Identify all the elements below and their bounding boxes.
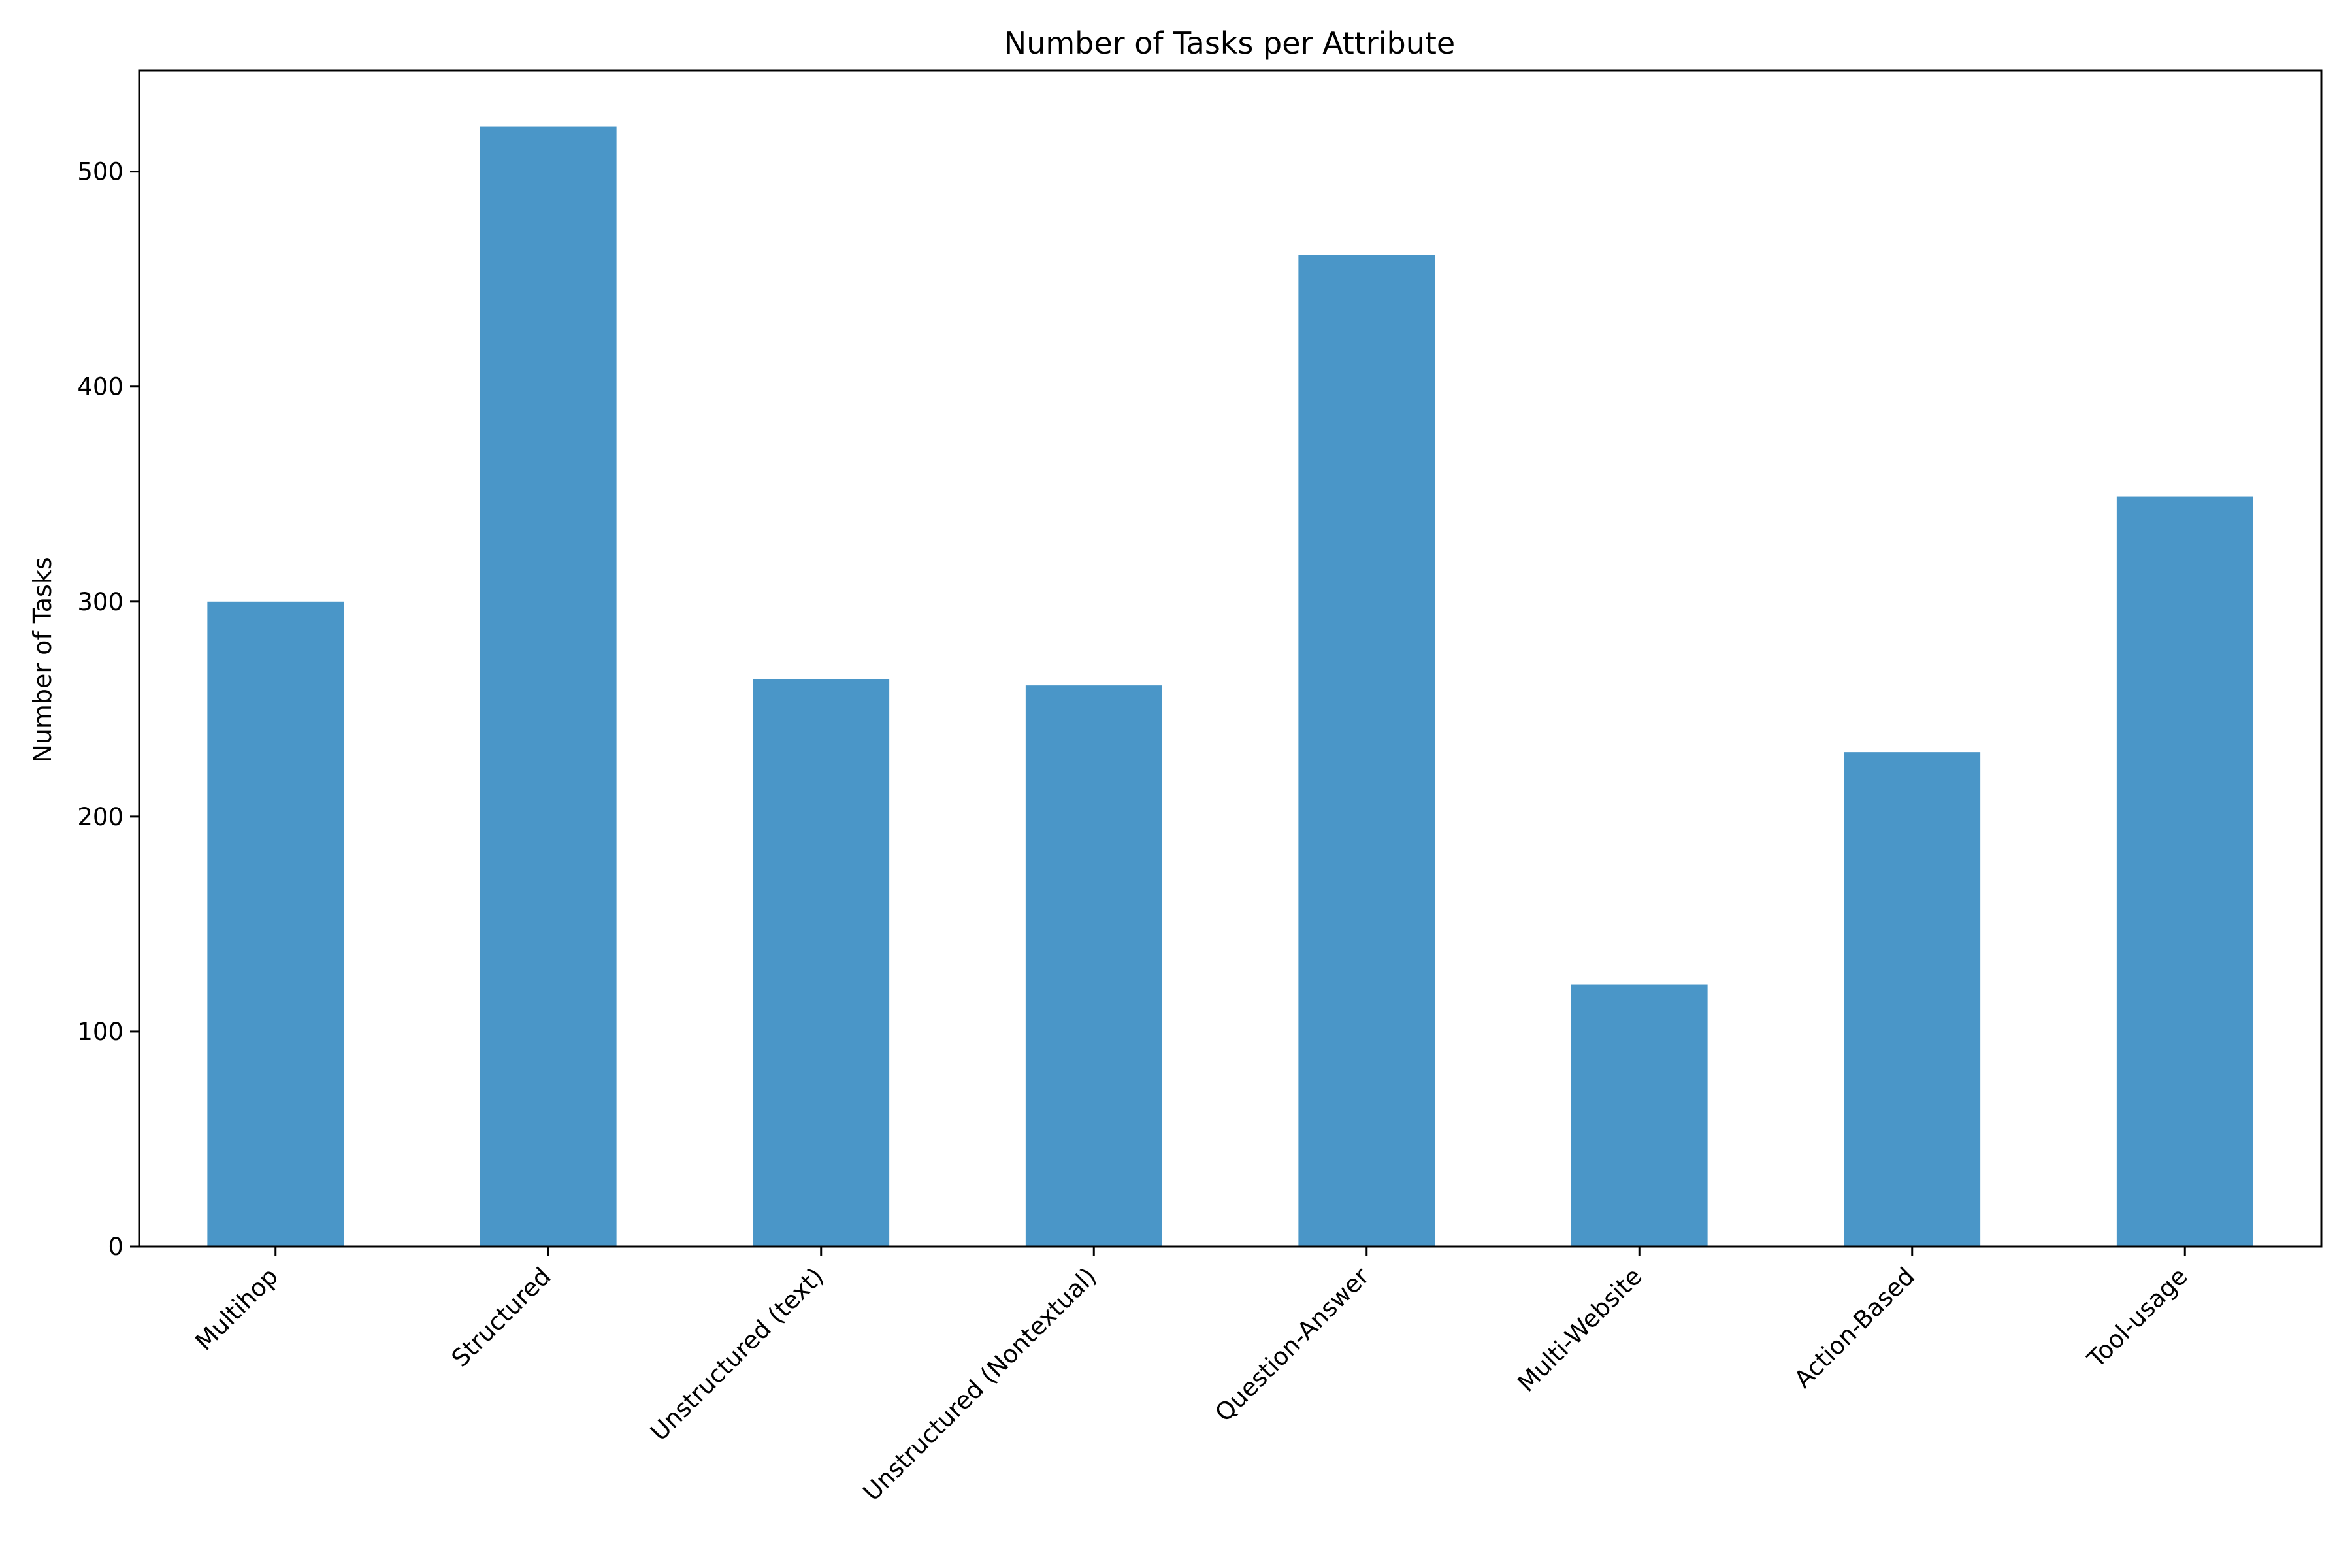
bar-2 bbox=[753, 679, 890, 1247]
plot-frame bbox=[138, 69, 2323, 1248]
x-tick-label: Multihop bbox=[190, 1262, 284, 1356]
x-tick-label: Multi-Website bbox=[1512, 1262, 1648, 1397]
bar-0 bbox=[207, 601, 344, 1247]
x-tick-label: Tool-usage bbox=[2082, 1262, 2193, 1373]
bar-6 bbox=[1844, 752, 1981, 1247]
y-tick-label: 400 bbox=[77, 373, 123, 401]
y-axis-ticks: 0 100 200 300 400 500 bbox=[77, 158, 139, 1261]
bar-3 bbox=[1025, 685, 1162, 1247]
y-tick-label: 0 bbox=[108, 1233, 123, 1261]
x-tick-label: Structured bbox=[446, 1262, 557, 1373]
y-tick-label: 300 bbox=[77, 588, 123, 616]
x-tick-label: Question-Answer bbox=[1209, 1262, 1375, 1427]
x-tick-label: Unstructured (text) bbox=[645, 1262, 829, 1446]
bar-7 bbox=[2116, 496, 2253, 1247]
x-tick-label: Unstructured (Nontextual) bbox=[858, 1262, 1102, 1507]
y-tick-label: 500 bbox=[77, 158, 123, 186]
chart-title: Number of Tasks per Attribute bbox=[1004, 25, 1455, 61]
bar-4 bbox=[1298, 255, 1435, 1247]
bar-1 bbox=[480, 126, 617, 1247]
x-axis-ticks: Multihop Structured Unstructured (text) Uns… bbox=[190, 1247, 2193, 1507]
x-tick-label: Action-Based bbox=[1789, 1262, 1920, 1394]
y-tick-label: 200 bbox=[77, 803, 123, 831]
y-tick-label: 100 bbox=[77, 1018, 123, 1046]
bars-layer bbox=[207, 126, 2253, 1247]
y-axis-label: Number of Tasks bbox=[28, 557, 57, 762]
bar-5 bbox=[1571, 984, 1708, 1247]
